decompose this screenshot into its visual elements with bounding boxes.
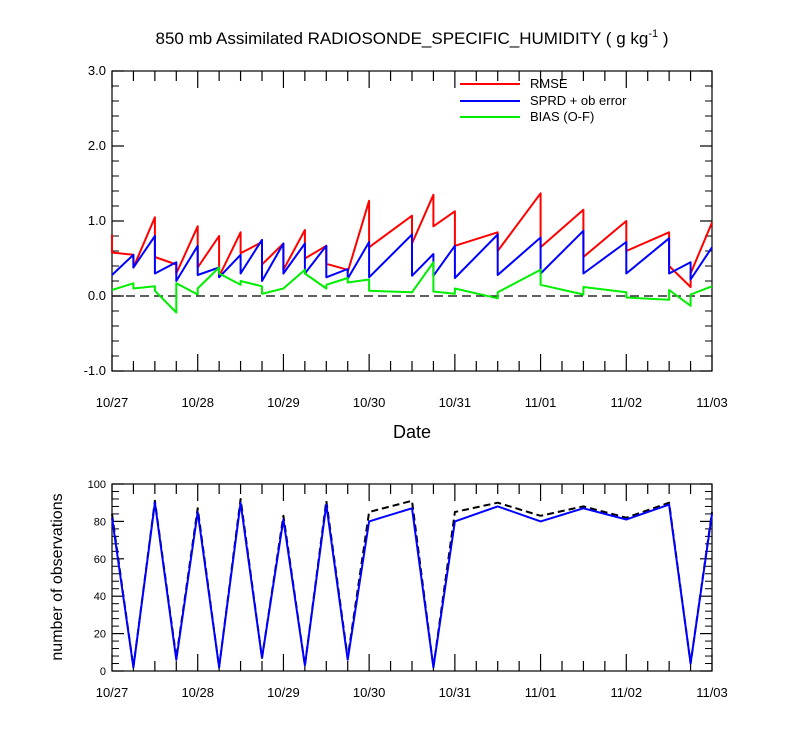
top-series-group — [111, 192, 713, 314]
x-tick-label-10-31: 10/31 — [439, 395, 472, 410]
y-tick-label-1-0: -1.0 — [84, 363, 106, 378]
series-line-possible — [111, 498, 713, 669]
y-tick-label-1-0: 1.0 — [88, 213, 106, 228]
y-axis-label-observations: number of observations — [49, 493, 66, 660]
y-tick-label-60: 60 — [94, 554, 106, 566]
top-axis-ticks — [111, 70, 713, 372]
bottom-axis-ticks — [111, 483, 713, 672]
series-line-assimilated — [111, 501, 713, 669]
x-tick-label-11-02: 11/02 — [610, 395, 642, 410]
x-tick-label-10-31: 10/31 — [439, 685, 472, 700]
bottom-ytick-labels: 0 20 40 60 80 100 — [88, 479, 106, 678]
y-tick-label-80: 80 — [94, 516, 106, 528]
top-ytick-labels: -1.0 0.0 1.0 2.0 3.0 — [84, 63, 106, 378]
x-tick-label-10-28: 10/28 — [181, 395, 214, 410]
x-tick-label-11-01: 11/01 — [525, 395, 557, 410]
x-tick-label-10-27: 10/27 — [96, 685, 129, 700]
x-tick-label-10-28: 10/28 — [181, 685, 214, 700]
legend-label-rmse: RMSE — [530, 76, 568, 91]
y-tick-label-3-0: 3.0 — [88, 63, 106, 78]
legend-label-sprd: SPRD + ob error — [530, 93, 627, 108]
y-tick-label-0-0: 0.0 — [88, 288, 106, 303]
chart-title-main: 850 mb Assimilated RADIOSONDE_SPECIFIC_H… — [156, 29, 649, 48]
bottom-series-group — [111, 498, 713, 669]
y-tick-label-20: 20 — [94, 629, 106, 641]
x-tick-label-11-01: 11/01 — [525, 685, 557, 700]
x-tick-label-10-29: 10/29 — [267, 685, 300, 700]
y-tick-label-100: 100 — [88, 479, 106, 491]
y-tick-label-0: 0 — [100, 666, 106, 678]
legend: RMSE SPRD + ob error BIAS (O-F) — [460, 76, 627, 124]
chart-title-unit-power: -1 — [648, 28, 658, 40]
x-tick-label-11-03: 11/03 — [696, 685, 728, 700]
chart-title: 850 mb Assimilated RADIOSONDE_SPECIFIC_H… — [156, 28, 669, 48]
x-tick-label-10-30: 10/30 — [353, 395, 386, 410]
x-tick-label-10-30: 10/30 — [353, 685, 386, 700]
top-plot: -1.00.01.02.03.0 10/27 10/28 10/29 10/30 10/… — [84, 63, 728, 442]
x-tick-label-11-02: 11/02 — [610, 685, 642, 700]
legend-label-bias: BIAS (O-F) — [530, 109, 594, 124]
top-xtick-labels: 10/27 10/28 10/29 10/30 10/31 11/01 11/02 11/03 — [96, 395, 728, 410]
chart-title-suffix: ) — [658, 29, 668, 48]
y-tick-label-2-0: 2.0 — [88, 138, 106, 153]
series-line-bias-o-f — [111, 261, 713, 314]
x-tick-label-11-03: 11/03 — [696, 395, 728, 410]
x-axis-label: Date — [393, 422, 431, 442]
bottom-plot: 0 20 40 60 80 100 10/27 10/28 10/29 10/30 10/31 11… — [49, 479, 728, 700]
x-tick-label-10-27: 10/27 — [96, 395, 129, 410]
x-tick-label-10-29: 10/29 — [267, 395, 300, 410]
bottom-xtick-labels: 10/27 10/28 10/29 10/30 10/31 11/01 11/02 11/03 — [96, 685, 728, 700]
y-tick-label-40: 40 — [94, 591, 106, 603]
series-line-sprd-ob-error — [111, 229, 713, 282]
